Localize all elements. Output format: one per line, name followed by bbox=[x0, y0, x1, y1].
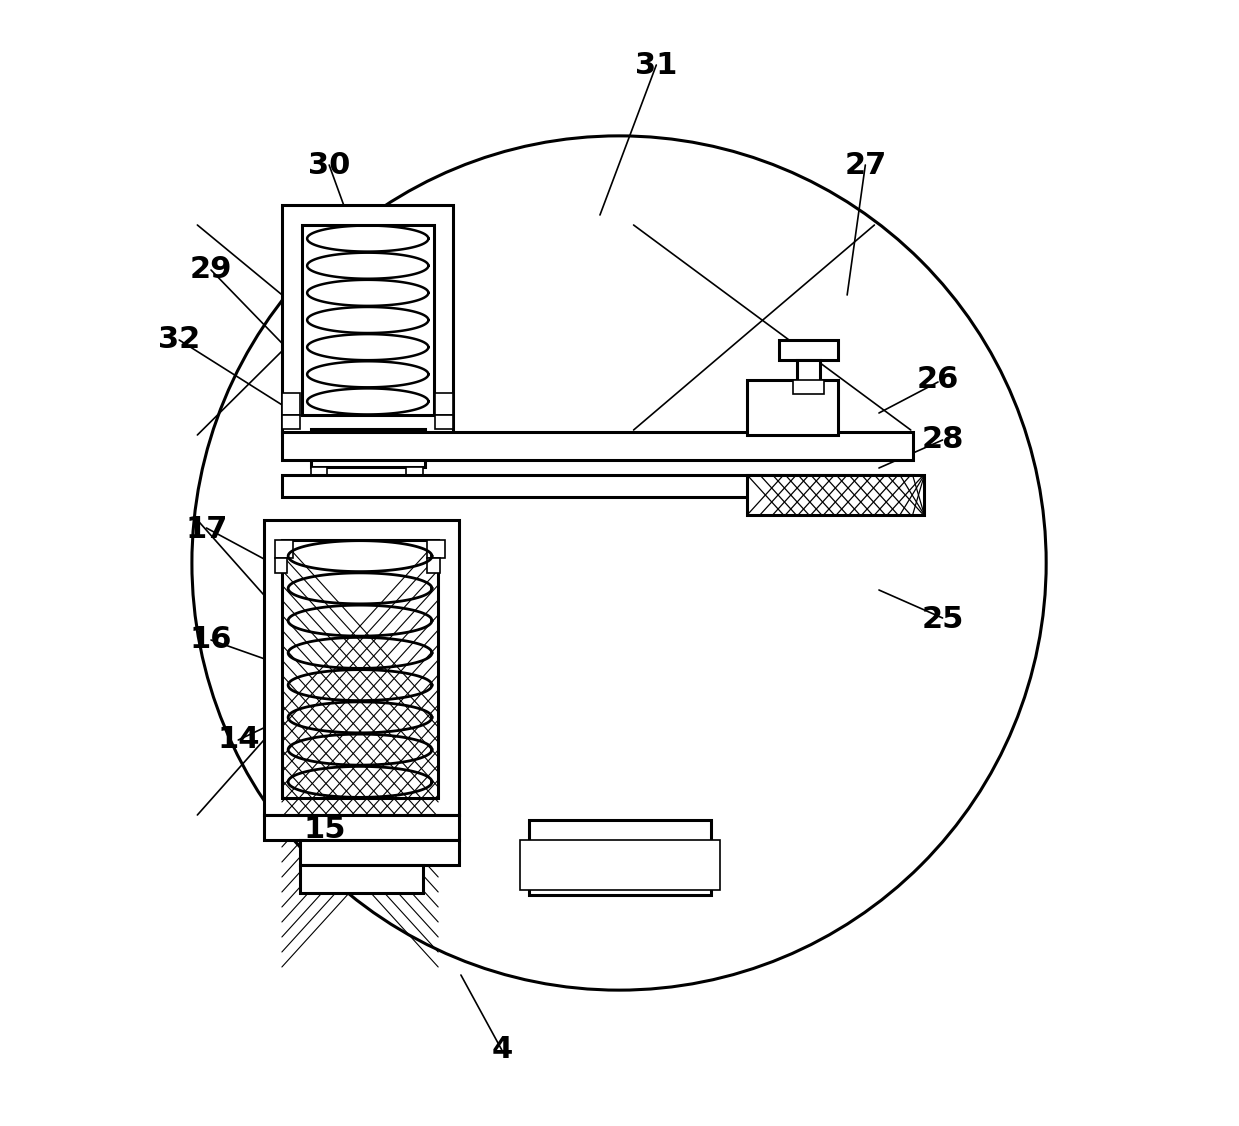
Bar bbox=[427, 558, 440, 573]
Bar bbox=[264, 815, 460, 840]
Bar bbox=[747, 379, 838, 435]
Bar bbox=[520, 840, 720, 890]
Text: 26: 26 bbox=[917, 366, 959, 394]
Text: 31: 31 bbox=[636, 51, 678, 80]
Text: 15: 15 bbox=[304, 815, 346, 844]
Bar bbox=[275, 558, 287, 573]
Text: 17: 17 bbox=[186, 516, 228, 545]
Bar bbox=[311, 429, 425, 467]
Bar bbox=[793, 379, 824, 394]
Bar bbox=[275, 540, 292, 558]
Text: 32: 32 bbox=[159, 325, 201, 355]
Bar bbox=[435, 415, 452, 429]
Text: 4: 4 bbox=[491, 1036, 513, 1064]
Bar bbox=[282, 205, 452, 435]
Bar bbox=[311, 467, 327, 481]
Bar bbox=[282, 415, 300, 429]
Bar bbox=[300, 840, 460, 865]
Bar bbox=[797, 360, 820, 385]
Bar bbox=[406, 467, 422, 481]
Text: 25: 25 bbox=[922, 606, 964, 634]
Bar bbox=[282, 393, 300, 415]
Bar bbox=[300, 865, 422, 893]
Bar bbox=[282, 475, 913, 497]
Text: 29: 29 bbox=[190, 256, 232, 285]
Text: 28: 28 bbox=[922, 426, 964, 455]
Text: 14: 14 bbox=[217, 725, 259, 754]
Bar bbox=[435, 393, 452, 415]
Bar bbox=[779, 340, 838, 360]
Text: 30: 30 bbox=[309, 151, 351, 179]
Bar bbox=[747, 475, 924, 515]
Bar bbox=[264, 520, 460, 815]
Text: 27: 27 bbox=[844, 151, 886, 179]
Bar bbox=[302, 225, 434, 415]
Text: 16: 16 bbox=[190, 626, 232, 654]
Bar bbox=[282, 540, 439, 798]
Bar bbox=[282, 432, 913, 461]
Bar bbox=[427, 540, 446, 558]
Bar bbox=[529, 820, 711, 895]
